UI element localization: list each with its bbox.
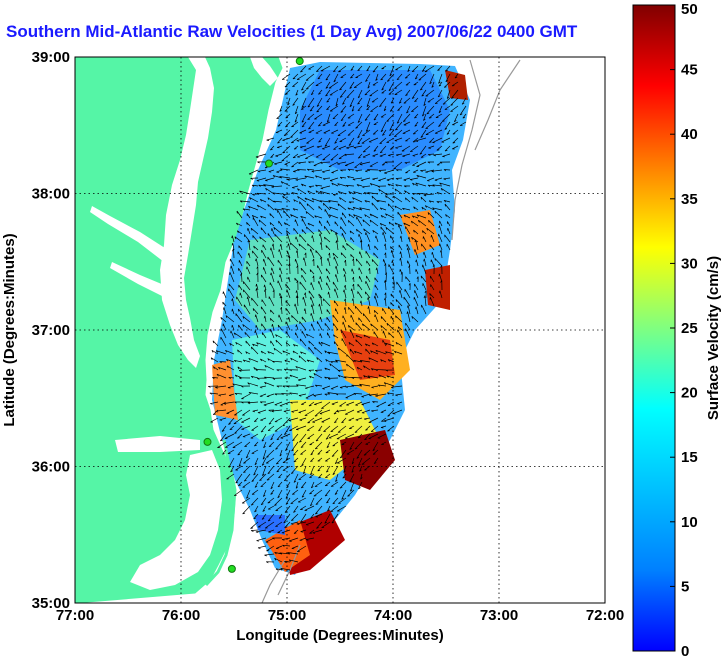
colorbar-tick-label: 20 — [681, 385, 698, 402]
longitude-tick-label: 77:00 — [56, 607, 94, 624]
latitude-tick-label: 38:00 — [32, 186, 70, 203]
longitude-tick-label: 75:00 — [268, 607, 306, 624]
colorbar-tick-label: 15 — [681, 449, 698, 466]
velocity-patch-max — [445, 70, 468, 100]
longitude-tick-label: 76:00 — [162, 607, 200, 624]
velocity-patch-slow — [300, 70, 450, 170]
colorbar-label: Surface Velocity (cm/s) — [705, 256, 722, 420]
chesapeake-bay — [160, 57, 214, 368]
velocity-patch-max — [425, 265, 450, 310]
station-marker — [227, 564, 236, 573]
colorbar-tick-label: 30 — [681, 255, 698, 272]
albemarle-sound — [115, 436, 200, 452]
colorbar-tick-label: 35 — [681, 191, 698, 208]
y-axis-title: Latitude (Degrees:Minutes) — [1, 233, 18, 426]
plot-frame — [74, 56, 606, 604]
colorbar-ticks: 0 5 10 15 20 25 30 35 40 45 50 — [670, 1, 698, 659]
velocity-vectors — [208, 65, 467, 571]
colorbar-tick-label: 0 — [681, 643, 689, 659]
potomac-river — [90, 206, 168, 262]
latitude-ticks: 35:00 36:00 37:00 38:00 39:00 — [32, 49, 70, 612]
station-marker — [295, 57, 304, 66]
bathymetry-contours — [261, 59, 521, 603]
latitude-tick-label: 36:00 — [32, 459, 70, 476]
latitude-tick-label: 39:00 — [32, 49, 70, 66]
station-marker — [264, 159, 273, 168]
velocity-patch-strong — [340, 330, 395, 380]
pamlico-sound — [130, 450, 222, 590]
colorbar-tick-label: 10 — [681, 514, 698, 531]
vector-arrows — [208, 65, 467, 571]
longitude-tick-label: 74:00 — [374, 607, 412, 624]
colorbar-tick-label: 25 — [681, 320, 698, 337]
colorbar-tick-label: 40 — [681, 126, 698, 143]
longitude-tick-label: 72:00 — [586, 607, 624, 624]
colorbar-tick-label: 5 — [681, 578, 689, 595]
delaware-bay — [250, 57, 278, 86]
longitude-tick-label: 73:00 — [480, 607, 518, 624]
colorbar-tick-label: 45 — [681, 62, 698, 79]
barrier-island — [204, 439, 236, 587]
map-title: Southern Mid-Atlantic Raw Velocities (1 … — [6, 22, 578, 41]
radar-stations — [203, 57, 304, 573]
colorbar-tick-label: 50 — [681, 1, 698, 18]
colorbar — [632, 4, 676, 652]
latitude-tick-label: 35:00 — [32, 595, 70, 612]
x-axis-title: Longitude (Degrees:Minutes) — [236, 627, 444, 644]
rappahannock-river — [110, 262, 164, 296]
longitude-ticks: 77:00 76:00 75:00 74:00 73:00 72:00 — [56, 607, 624, 624]
latitude-tick-label: 37:00 — [32, 322, 70, 339]
grid-lines — [75, 57, 605, 603]
station-marker — [203, 437, 212, 446]
